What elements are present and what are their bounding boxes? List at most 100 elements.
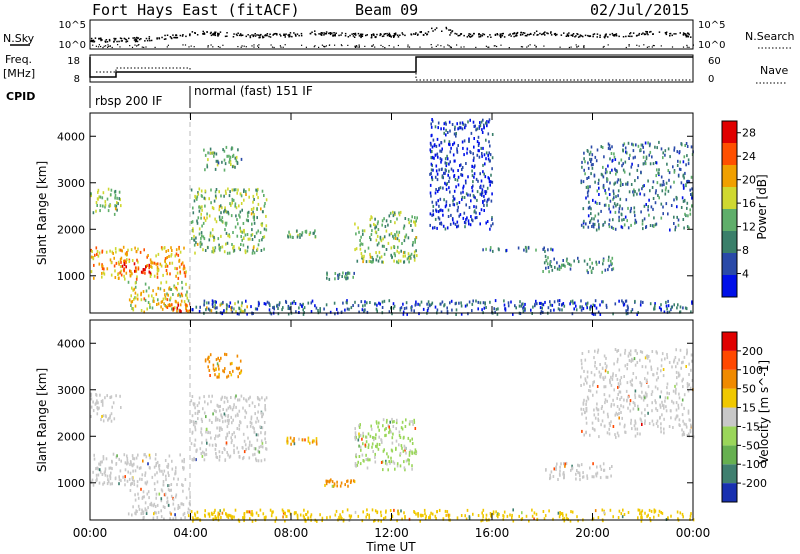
echo-cell [477, 514, 480, 517]
echo-cell [653, 216, 655, 220]
echo-cell [131, 476, 134, 480]
echo-cell [689, 386, 692, 390]
echo-cell [478, 155, 481, 159]
nsky-point [136, 37, 139, 39]
nsearch-point [447, 44, 449, 46]
nsky-point [344, 32, 347, 35]
echo-cell [140, 270, 143, 274]
echo-cell [667, 169, 670, 172]
echo-cell [174, 254, 177, 258]
echo-cell [231, 361, 233, 365]
echo-cell [348, 514, 351, 518]
echo-cell [437, 155, 439, 159]
echo-cell [299, 235, 301, 239]
echo-cell [211, 394, 213, 398]
echo-cell [339, 517, 341, 521]
nsearch-point [105, 45, 107, 47]
echo-cell [183, 271, 186, 275]
echo-cell [482, 508, 485, 512]
echo-cell [440, 222, 443, 226]
echo-cell [225, 436, 227, 440]
echo-cell [450, 213, 452, 217]
echo-cell [604, 268, 607, 272]
nsky-point [374, 36, 376, 38]
echo-cell [654, 201, 657, 205]
echo-cell [654, 304, 656, 308]
echo-cell [269, 304, 271, 308]
nsky-point [673, 33, 675, 35]
echo-cell [649, 302, 652, 306]
echo-cell [682, 306, 684, 310]
echo-cell [655, 378, 658, 382]
nsky-point [90, 39, 93, 42]
echo-cell [231, 439, 233, 442]
echo-cell [659, 403, 661, 407]
echo-cell [360, 235, 362, 239]
echo-cell [527, 246, 530, 250]
echo-cell [381, 460, 384, 464]
echo-cell [183, 264, 185, 268]
echo-cell [429, 514, 431, 518]
nsky-point [572, 35, 574, 37]
echo-cell [126, 252, 128, 256]
nsky-point [214, 32, 216, 35]
echo-cell [614, 227, 617, 231]
echo-cell [454, 302, 457, 306]
echo-cell [329, 310, 332, 314]
echo-cell [114, 269, 116, 273]
echo-cell [124, 483, 126, 487]
echo-cell [431, 119, 434, 123]
echo-cell [471, 174, 474, 178]
echo-cell [373, 222, 375, 226]
echo-cell [446, 157, 449, 161]
echo-cell [441, 175, 444, 179]
nsky-point [209, 32, 212, 35]
echo-cell [227, 513, 230, 517]
echo-cell [442, 186, 444, 190]
echo-cell [95, 201, 98, 204]
echo-cell [444, 227, 447, 231]
echo-cell [478, 212, 481, 216]
nsky-point [113, 40, 115, 43]
echo-cell [310, 513, 313, 517]
nsearch-point [535, 46, 537, 48]
echo-cell [455, 313, 457, 316]
echo-cell [633, 210, 636, 214]
echo-cell [401, 420, 404, 424]
echo-cell [455, 308, 458, 312]
echo-cell [634, 179, 636, 183]
echo-cell [617, 189, 620, 193]
echo-cell [237, 222, 239, 226]
nsky-point [463, 34, 465, 37]
nsky-point [579, 34, 582, 36]
echo-cell [165, 280, 168, 284]
echo-cell [257, 514, 260, 517]
echo-cell [373, 519, 375, 523]
echo-cell [467, 219, 470, 223]
velocity-ylabel: Slant Range [km] [35, 368, 49, 472]
echo-cell [459, 121, 461, 125]
echo-cell [564, 462, 567, 466]
echo-cell [197, 409, 199, 413]
echo-cell [522, 306, 524, 310]
nsky-point [543, 32, 545, 34]
echo-cell [191, 414, 194, 418]
echo-cell [590, 145, 593, 149]
echo-cell [627, 141, 630, 145]
echo-cell [361, 308, 364, 312]
echo-cell [601, 419, 604, 423]
echo-cell [285, 301, 288, 304]
echo-cell [514, 304, 516, 308]
echo-cell [624, 348, 627, 352]
echo-cell [428, 516, 430, 520]
echo-cell [654, 509, 657, 513]
echo-cell [257, 419, 260, 423]
echo-cell [603, 354, 606, 358]
nsky-point [314, 33, 316, 35]
echo-cell [243, 190, 245, 193]
echo-cell [293, 437, 295, 441]
echo-cell [679, 511, 682, 515]
nsky-point [260, 33, 262, 36]
echo-cell [615, 374, 617, 377]
echo-cell [218, 190, 220, 194]
